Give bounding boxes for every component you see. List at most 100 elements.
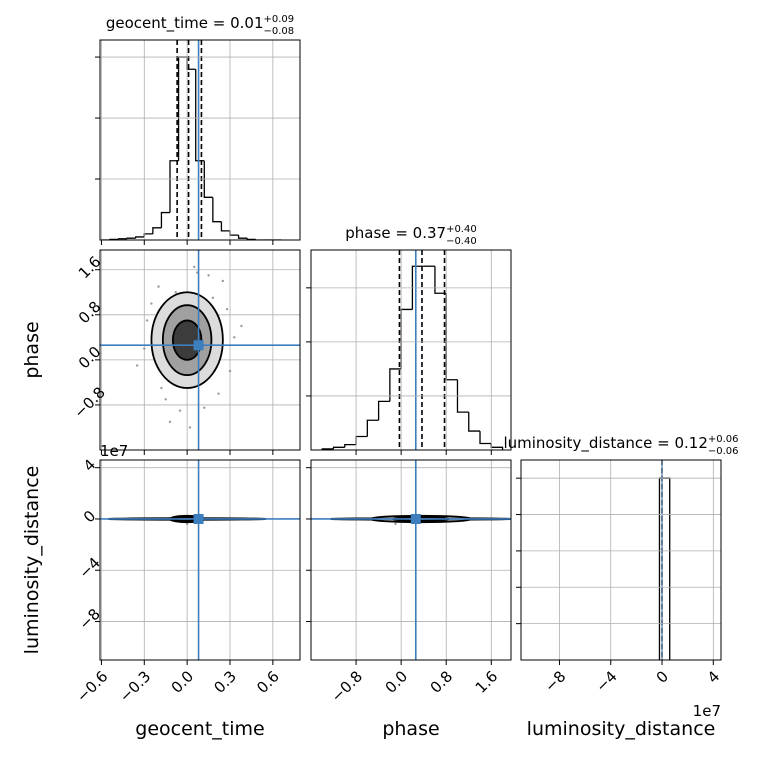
histogram-step [490,443,504,450]
panel-title: phase = 0.37+0.40 −0.40 [345,224,476,247]
histogram-panel [321,250,504,450]
histogram-step [344,443,357,448]
axes-frame [99,459,301,661]
x-tick-label: 0.8 [427,667,457,697]
histogram-step [160,211,170,228]
histogram-step [212,197,222,223]
axes-frame [99,249,301,451]
histogram-step [126,237,136,239]
sample-point [174,291,177,294]
sample-point [178,409,182,412]
histogram-step [229,230,239,236]
pair-panel [311,460,511,660]
x-tick-label: 1.6 [472,667,502,697]
axes-frame [310,249,512,451]
title-plus: +0.40 [446,224,477,235]
histogram-step [434,266,447,294]
axes-frame [520,459,722,661]
title-plus: +0.06 [708,434,739,445]
sample-point [225,307,229,311]
offset-text: 1e7 [100,442,128,460]
x-tick-label: 0.6 [253,667,283,697]
offset-text: 1e7 [693,702,721,720]
sample-point [145,319,149,322]
title-text: phase = 0.37 [345,224,446,242]
x-tick-label: −0.6 [73,667,111,705]
y-axis-label: luminosity_distance [21,466,43,655]
histogram-step [664,477,671,660]
histogram-step [355,435,368,445]
x-tick-label: 0.0 [382,667,412,697]
sample-point [195,271,199,274]
sample-point [207,274,210,277]
sample-point [211,296,215,300]
pair-panel [100,250,300,450]
sample-point [168,420,172,424]
histogram-step [203,160,213,198]
title-minus: −0.06 [708,446,739,457]
sample-point [221,279,225,283]
histogram-step [332,446,345,449]
x-tick-label: 4 [704,667,723,686]
pair-panel [100,460,300,660]
histogram-step [389,368,402,402]
axes-frame [99,39,301,241]
histogram-step [169,160,179,213]
histogram-step [220,221,230,232]
sample-point [160,386,163,390]
histogram-step [152,227,162,234]
y-tick-label: 0 [80,507,99,526]
histogram-step [445,293,458,381]
histogram-step [366,419,379,437]
histogram-step [195,69,205,162]
histogram-step [246,238,256,240]
y-axis-label: phase [21,321,43,378]
histogram-step [400,308,413,369]
histogram-step [468,412,481,432]
panel-title: luminosity_distance = 0.12+0.06 −0.06 [503,434,738,457]
title-text: luminosity_distance = 0.12 [503,434,707,453]
histogram-step [117,238,128,240]
histogram-step [143,233,153,237]
histogram-step [479,431,492,445]
truth-marker [193,340,204,351]
histogram-panel [658,460,671,660]
title-text: geocent_time = 0.01 [106,14,264,33]
title-plus: +0.09 [264,14,295,25]
x-tick-label: −0.8 [328,667,366,705]
x-axis-label: luminosity_distance [527,718,716,740]
truth-marker [193,513,204,524]
histogram-step [177,56,188,161]
sample-point [150,302,153,305]
x-tick-label: −8 [541,667,569,695]
x-tick-label: 0.3 [210,667,240,697]
x-tick-label: 0 [653,667,672,686]
sample-point [135,364,139,367]
x-tick-label: −4 [592,667,620,695]
sample-point [228,369,232,373]
y-tick-label: 4 [80,456,99,475]
histogram-step [411,265,424,310]
sample-point [203,406,206,409]
panel-title: geocent_time = 0.01+0.09 −0.08 [106,14,294,37]
histogram-panel [101,40,282,240]
histogram-step [135,236,145,239]
sample-point [157,285,160,288]
y-tick-label: −0.8 [70,383,108,421]
sample-point [188,426,192,429]
histogram-step [456,379,469,413]
sample-point [233,336,236,339]
sample-point [394,522,397,526]
histogram-step [377,400,390,421]
x-tick-label: 0.0 [168,667,198,697]
contour [171,319,203,361]
truth-marker [410,513,421,524]
sample-point [240,324,243,328]
x-axis-label: geocent_time [135,718,264,740]
x-tick-label: −0.3 [116,667,154,705]
sample-point [164,398,167,401]
axes-frame [310,459,512,661]
title-minus: −0.40 [446,236,477,247]
sample-point [143,347,146,350]
